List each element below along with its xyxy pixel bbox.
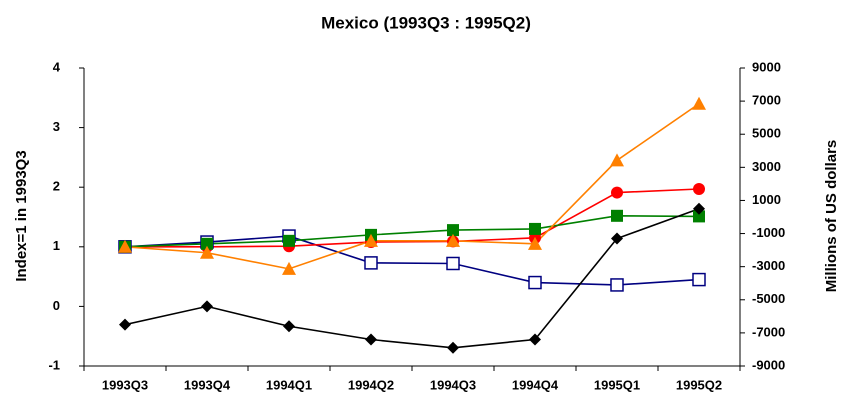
marker <box>446 256 460 271</box>
marker <box>201 300 213 313</box>
x-tick-label: 1993Q4 <box>184 377 231 392</box>
y2-tick-label: 5000 <box>752 126 781 141</box>
series-line <box>124 207 700 349</box>
marker <box>283 234 295 247</box>
marker <box>528 236 542 250</box>
x-tick-label: 1994Q3 <box>430 377 476 392</box>
marker <box>529 333 541 346</box>
marker <box>201 237 213 250</box>
marker <box>611 232 623 245</box>
y-tick-label: 2 <box>53 179 60 194</box>
chart-title: Mexico (1993Q3 : 1995Q2) <box>321 13 531 32</box>
y2-tick-label: -7000 <box>752 324 785 339</box>
y-axis-title: Index=1 in 1993Q3 <box>13 150 30 281</box>
series-line <box>124 103 700 270</box>
marker <box>692 96 706 110</box>
series-line <box>124 235 700 286</box>
x-tick-label: 1993Q3 <box>102 377 148 392</box>
marker <box>118 239 132 253</box>
marker <box>610 278 624 292</box>
marker <box>611 209 623 222</box>
y2-tick-label: 1000 <box>752 192 781 207</box>
series-line <box>125 188 700 248</box>
x-tick-label: 1994Q2 <box>348 377 394 392</box>
y2-tick-label: 9000 <box>752 59 781 74</box>
marker <box>611 186 623 199</box>
marker <box>364 233 378 247</box>
y-tick-label: 4 <box>53 59 61 74</box>
marker <box>365 333 377 346</box>
marker <box>447 341 459 354</box>
marker <box>282 261 296 275</box>
marker <box>610 153 624 167</box>
x-tick-label: 1994Q1 <box>266 377 312 392</box>
y2-tick-label: -5000 <box>752 291 785 306</box>
marker <box>200 245 214 259</box>
marker <box>447 224 459 237</box>
marker <box>283 320 295 333</box>
x-tick-label: 1995Q1 <box>594 377 640 392</box>
y-tick-label: 3 <box>53 119 60 134</box>
series-line <box>124 215 700 248</box>
y-tick-label: 1 <box>53 238 60 253</box>
marker <box>364 256 378 270</box>
marker <box>693 182 705 195</box>
y-tick-label: -1 <box>48 357 60 372</box>
y-tick-label: 0 <box>53 298 60 313</box>
y2-tick-label: -9000 <box>752 357 785 372</box>
y2-axis-title: Millions of US dollars <box>823 140 840 293</box>
x-tick-label: 1994Q4 <box>512 377 559 392</box>
marker <box>693 210 705 223</box>
y2-tick-label: -1000 <box>752 225 785 240</box>
marker <box>693 202 705 215</box>
marker <box>528 275 542 290</box>
marker <box>692 272 706 287</box>
marker <box>529 222 541 235</box>
y2-tick-label: -3000 <box>752 258 785 273</box>
marker <box>119 318 131 331</box>
y2-tick-label: 3000 <box>752 159 781 174</box>
marker <box>446 233 460 247</box>
x-tick-label: 1995Q2 <box>676 377 722 392</box>
y2-tick-label: 7000 <box>752 93 781 108</box>
